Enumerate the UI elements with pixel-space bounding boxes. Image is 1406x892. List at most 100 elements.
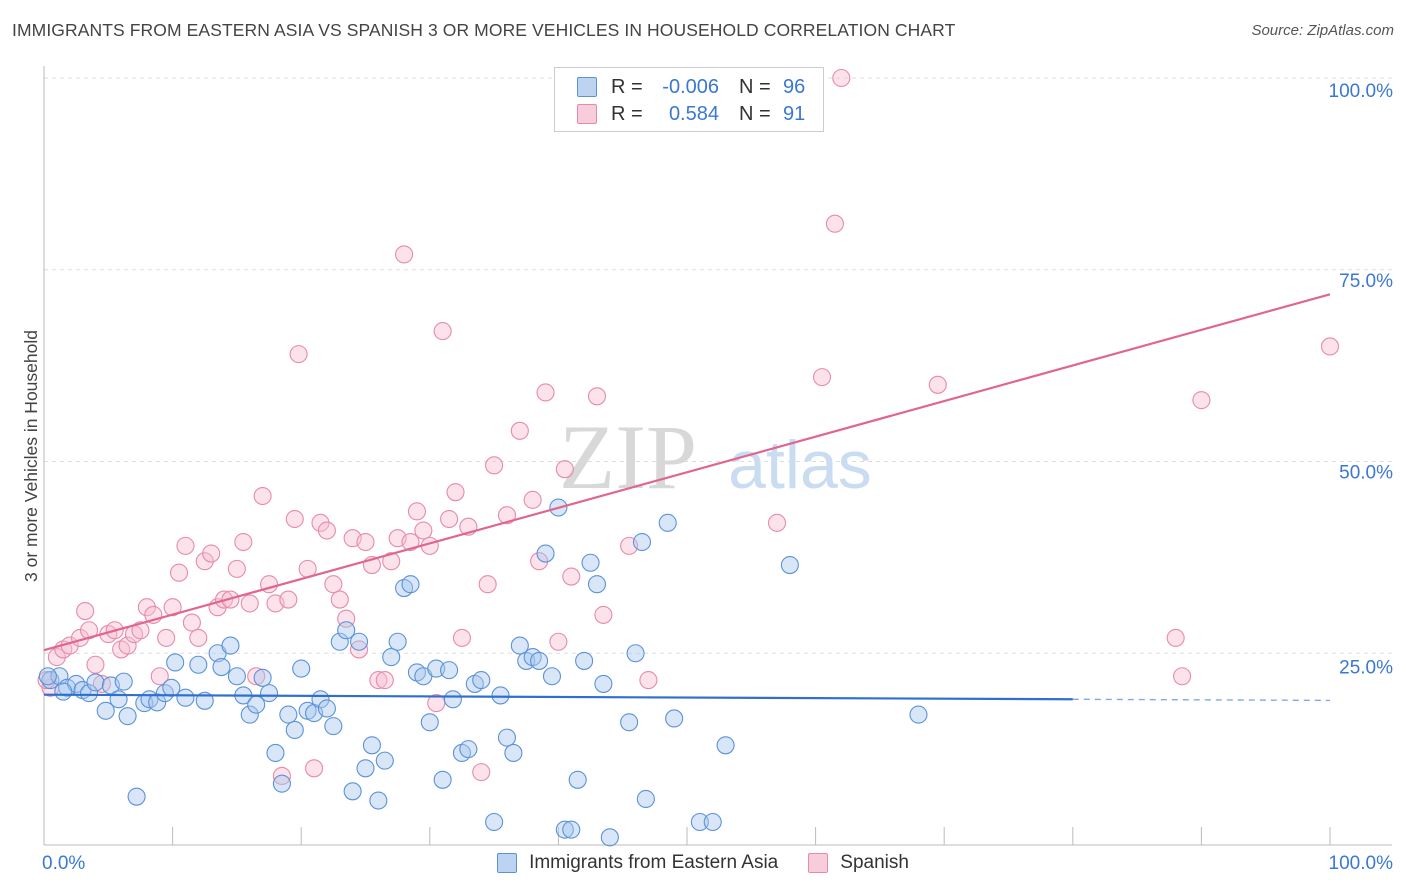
correlation-legend: R = -0.006 N = 96 R = 0.584 N = 91 — [554, 67, 824, 132]
y-tick-label: 25.0% — [1339, 657, 1393, 678]
legend-n-value: 91 — [783, 102, 806, 125]
spanish-point — [92, 674, 111, 693]
spanish-point — [350, 640, 369, 659]
series-swatch-asia — [497, 853, 518, 873]
asia-point — [362, 736, 381, 755]
asia-point — [497, 728, 517, 747]
spanish-point — [555, 460, 574, 479]
series-legend: Immigrants from Eastern Asia Spanish — [0, 852, 1406, 874]
series-legend-asia[interactable]: Immigrants from Eastern Asia — [497, 852, 778, 874]
spanish-point — [369, 671, 388, 690]
watermark-zip: ZIP — [559, 406, 697, 508]
asia-point — [38, 667, 57, 686]
asia-point — [266, 743, 285, 763]
spanish-point — [485, 456, 504, 475]
legend-n-value: 96 — [783, 75, 806, 98]
spanish-point — [195, 552, 214, 571]
spanish-point — [433, 322, 452, 341]
asia-point — [127, 787, 146, 806]
asia-point — [195, 691, 214, 710]
series-label-spanish: Spanish — [840, 852, 909, 873]
asia-point — [375, 751, 394, 770]
spanish-point — [510, 421, 529, 440]
spanish-point — [594, 605, 613, 624]
spanish-point — [176, 536, 195, 555]
legend-r-label: R = — [611, 75, 643, 98]
spanish-point — [76, 602, 95, 621]
asia-point — [227, 667, 246, 686]
asia-point — [118, 707, 137, 726]
asia-point — [212, 658, 231, 677]
spanish-point — [289, 345, 308, 364]
asia-point — [472, 671, 491, 690]
spanish-point — [382, 552, 401, 571]
legend-r-value: -0.006 — [662, 75, 719, 98]
asia-point — [510, 636, 529, 655]
asia-point — [54, 682, 73, 701]
asia-point — [369, 791, 388, 810]
spanish-point — [446, 483, 465, 502]
asia-point — [382, 648, 401, 667]
spanish-point — [330, 590, 349, 609]
spanish-trend-line — [43, 293, 1331, 652]
legend-r-value: 0.584 — [668, 102, 719, 125]
spanish-point — [536, 383, 555, 402]
source-label: Source: ZipAtlas.com — [1251, 22, 1394, 39]
asia-point — [259, 684, 279, 703]
spanish-point — [324, 575, 343, 594]
asia-point — [459, 740, 478, 759]
spanish-point — [549, 632, 568, 651]
asia-point — [317, 699, 336, 718]
asia-point — [162, 678, 181, 697]
watermark: ZIP atlas — [559, 406, 872, 508]
x-tick-label: 100.0% — [1329, 853, 1394, 874]
asia-point — [780, 555, 799, 575]
legend-row-asia: R = -0.006 N = 96 — [577, 74, 805, 100]
spanish-point — [227, 559, 246, 578]
spanish-point — [395, 245, 414, 264]
series-swatch-spanish — [808, 853, 829, 873]
asia-point — [555, 820, 574, 839]
asia-point — [420, 713, 439, 732]
asia-point — [324, 717, 343, 736]
asia-point — [240, 705, 259, 724]
spanish-point — [1166, 628, 1185, 647]
asia-trend-line — [43, 693, 1073, 701]
spanish-point — [530, 552, 549, 571]
legend-n-label: N = — [739, 102, 771, 125]
asia-point — [636, 789, 655, 809]
spanish-point — [202, 544, 221, 563]
asia-point — [485, 812, 504, 832]
y-axis-title: 3 or more Vehicles in Household — [21, 330, 41, 582]
spanish-point — [311, 513, 330, 532]
spanish-point — [234, 532, 253, 552]
asia-point — [272, 774, 291, 793]
asia-point — [716, 736, 735, 755]
asia-trend-extension — [1072, 698, 1331, 702]
asia-point — [530, 651, 549, 670]
asia-point — [587, 575, 607, 594]
spanish-point — [812, 368, 832, 387]
spanish-point — [414, 521, 433, 540]
spanish-point — [305, 759, 324, 778]
spanish-point — [285, 509, 304, 529]
series-legend-spanish[interactable]: Spanish — [808, 852, 909, 874]
legend-r-label: R = — [611, 102, 643, 125]
spanish-point — [253, 486, 272, 506]
axis-layer — [43, 66, 1392, 846]
spanish-point — [169, 563, 189, 582]
asia-point — [909, 705, 928, 724]
spanish-point — [150, 667, 169, 686]
legend-row-spanish: R = 0.584 N = 91 — [577, 101, 805, 127]
spanish-point — [157, 628, 176, 647]
asia-point — [285, 720, 304, 740]
asia-point — [594, 674, 613, 693]
asia-point — [690, 812, 709, 832]
spanish-point — [240, 594, 259, 613]
asia-point — [86, 673, 105, 692]
asia-point — [600, 828, 619, 847]
spanish-point — [478, 575, 497, 594]
asia-point — [79, 684, 99, 703]
asia-point — [626, 644, 645, 663]
